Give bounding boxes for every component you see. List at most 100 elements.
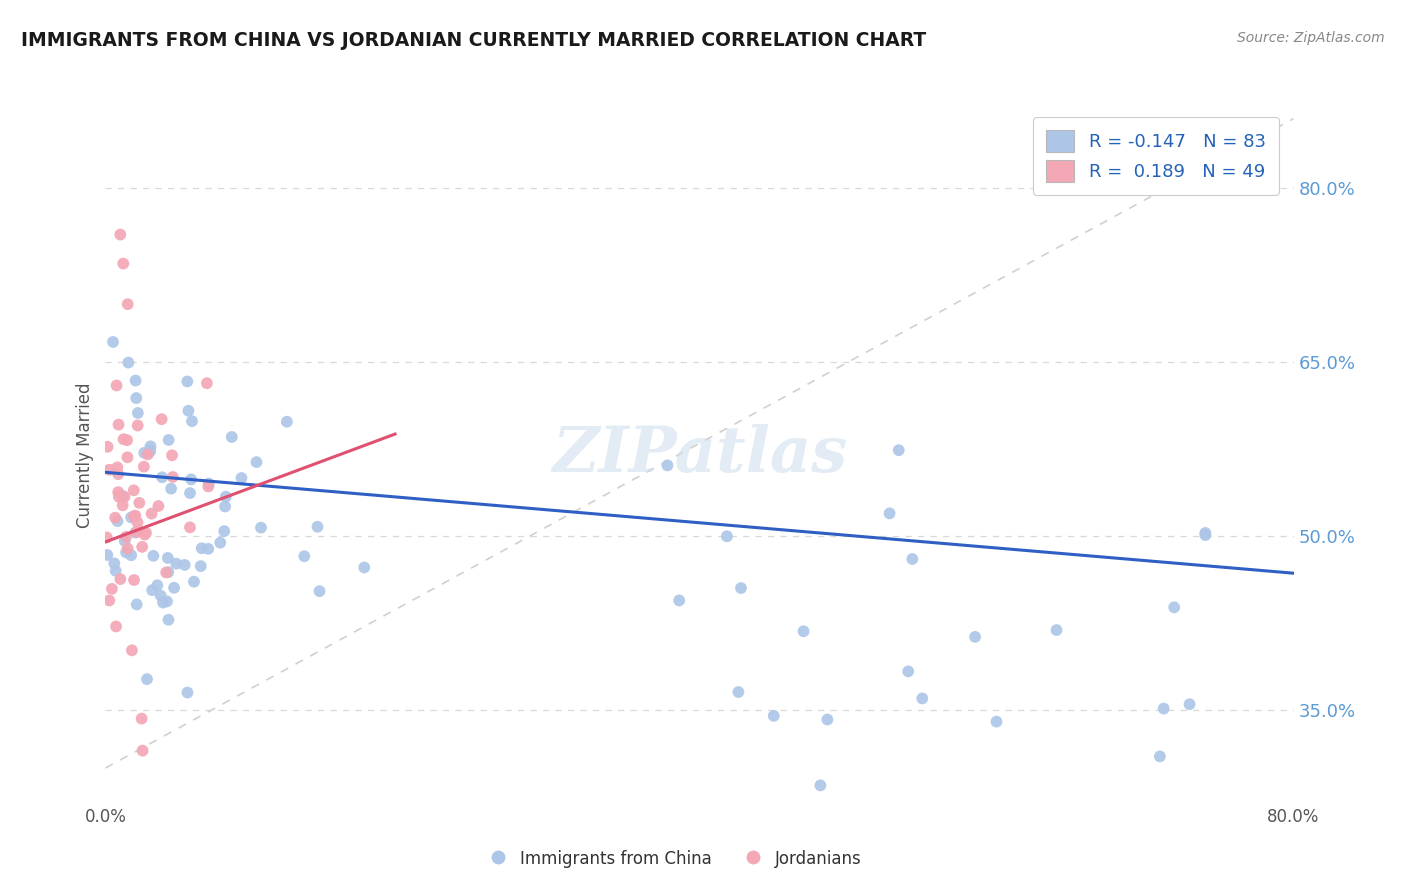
Point [156,551,179,566]
Point [131,744,153,758]
Point [716,529,738,543]
Point [139,439,162,453]
Point [176,685,198,699]
Point [160,482,183,496]
Point [160,448,183,462]
Point [127,418,149,433]
Point [122,483,145,498]
Point [111,499,134,513]
Point [221,430,243,444]
Point [127,516,149,530]
Point [308,584,330,599]
Point [150,412,173,426]
Point [110,572,132,586]
Point [1178,698,1201,712]
Point [96,531,118,545]
Point [127,406,149,420]
Point [276,415,298,429]
Point [793,624,815,639]
Point [132,459,155,474]
Point [155,566,177,580]
Point [111,489,134,503]
Point [1153,701,1175,715]
Point [117,355,139,369]
Point [195,376,218,391]
Point [128,496,150,510]
Point [150,470,173,484]
Point [112,432,135,446]
Point [101,334,124,349]
Point [124,508,146,523]
Point [122,509,145,524]
Point [1149,749,1171,764]
Point [138,443,160,458]
Point [114,490,136,504]
Point [107,514,129,528]
Point [156,594,179,608]
Point [131,712,153,726]
Point [146,578,169,592]
Point [101,582,124,596]
Point [105,460,128,475]
Point [152,596,174,610]
Point [142,549,165,563]
Point [657,458,679,473]
Point [136,447,159,461]
Point [131,540,153,554]
Point [148,499,170,513]
Point [815,713,838,727]
Point [117,541,139,556]
Point [134,527,156,541]
Point [190,541,212,556]
Point [122,573,145,587]
Point [176,375,198,389]
Point [107,485,129,500]
Point [292,549,315,564]
Point [1045,623,1067,637]
Text: ZIPatlas: ZIPatlas [553,425,846,485]
Point [135,525,157,540]
Point [103,557,125,571]
Point [197,479,219,493]
Point [668,593,690,607]
Point [117,297,139,311]
Point [179,520,201,534]
Point [124,374,146,388]
Point [157,565,180,579]
Point [887,443,910,458]
Point [183,574,205,589]
Point [163,581,186,595]
Point [105,619,128,633]
Point [353,560,375,574]
Point [245,455,267,469]
Point [125,598,148,612]
Legend: Immigrants from China, Jordanians: Immigrants from China, Jordanians [484,843,869,874]
Point [897,665,920,679]
Point [173,558,195,572]
Point [197,476,219,491]
Point [250,521,273,535]
Point [108,490,131,504]
Point [190,559,212,574]
Point [121,643,143,657]
Point [105,378,128,392]
Point [231,471,253,485]
Text: IMMIGRANTS FROM CHINA VS JORDANIAN CURRENTLY MARRIED CORRELATION CHART: IMMIGRANTS FROM CHINA VS JORDANIAN CURRE… [21,31,927,50]
Point [115,433,138,447]
Point [808,778,831,793]
Point [181,414,204,428]
Point [157,433,180,447]
Point [180,472,202,486]
Point [97,440,120,454]
Point [98,463,121,477]
Point [124,525,146,540]
Point [986,714,1008,729]
Point [107,417,129,432]
Point [165,557,187,571]
Point [115,545,138,559]
Point [112,257,135,271]
Point [162,470,184,484]
Point [214,500,236,514]
Point [212,524,235,538]
Point [120,510,142,524]
